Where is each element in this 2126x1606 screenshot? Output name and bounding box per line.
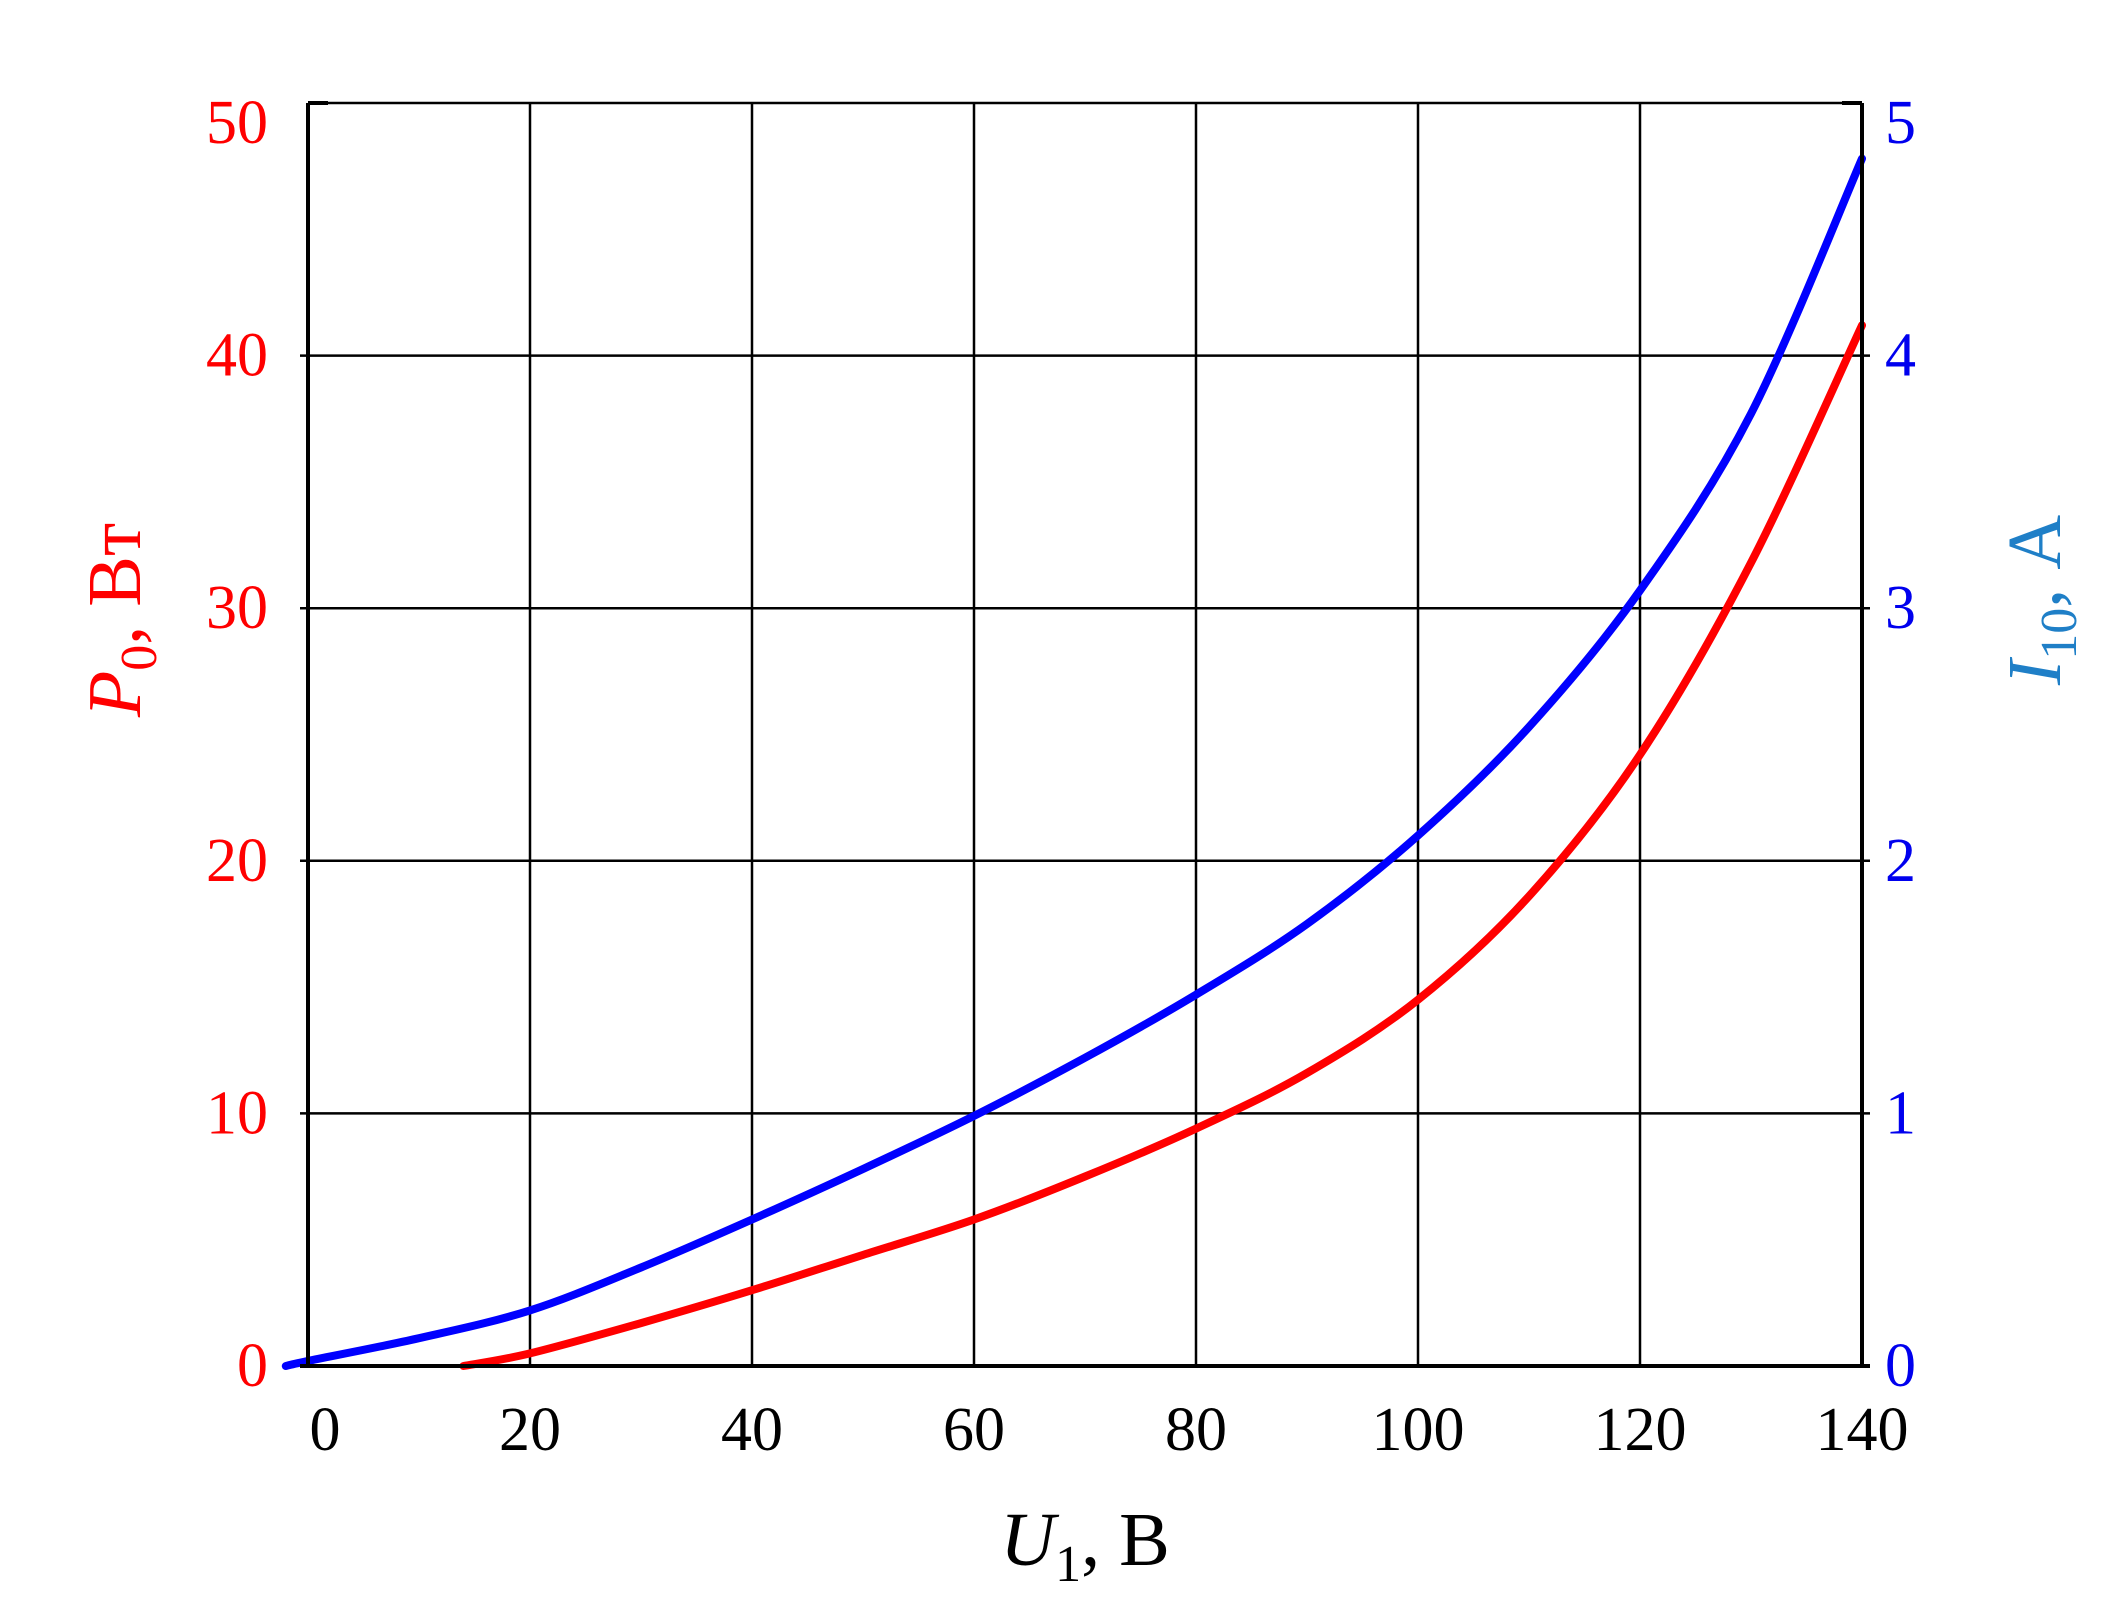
y-left-tick-label-10: 10 bbox=[206, 1079, 268, 1147]
x-tick-label-100: 100 bbox=[1372, 1396, 1465, 1464]
x-axis-title-sub: 1 bbox=[1055, 1536, 1081, 1593]
series-p0-line bbox=[459, 321, 1866, 1370]
frame bbox=[300, 101, 1870, 1368]
y-right-axis-title: I10, А bbox=[1993, 515, 2088, 686]
y-right-tick-label-1: 1 bbox=[1885, 1079, 1916, 1147]
x-tick-label-60: 60 bbox=[943, 1396, 1005, 1464]
x-axis-title-main: U bbox=[1000, 1498, 1059, 1582]
y-left-tick-label-40: 40 bbox=[206, 322, 268, 390]
y-left-axis-title-main: P bbox=[73, 671, 157, 718]
y-left-axis-title-sub: 0 bbox=[111, 645, 168, 671]
y-right-tick-label-3: 3 bbox=[1885, 574, 1916, 642]
y-right-axis-title-main: I bbox=[1993, 656, 2077, 686]
y-left-tick-label-0: 0 bbox=[237, 1332, 268, 1400]
y-right-tick-label-0: 0 bbox=[1885, 1332, 1916, 1400]
x-tick-label-140: 140 bbox=[1816, 1396, 1909, 1464]
y-right-tick-label-5: 5 bbox=[1885, 89, 1916, 157]
x-axis-title: U1, В bbox=[1000, 1498, 1170, 1593]
y-left-axis-title-unit: , Вт bbox=[73, 523, 157, 645]
y-left-tick-label-30: 30 bbox=[206, 574, 268, 642]
series-layer bbox=[281, 154, 1866, 1370]
grid bbox=[300, 103, 1870, 1366]
y-left-tick-label-50: 50 bbox=[206, 89, 268, 157]
y-right-tick-label-4: 4 bbox=[1885, 322, 1916, 390]
y-right-axis-title-unit: , А bbox=[1993, 515, 2077, 608]
y-left-axis-title: P0, Вт bbox=[73, 523, 168, 718]
x-tick-label-40: 40 bbox=[721, 1396, 783, 1464]
x-tick-label-120: 120 bbox=[1594, 1396, 1687, 1464]
y-right-tick-label-2: 2 bbox=[1885, 827, 1916, 895]
x-tick-label-20: 20 bbox=[499, 1396, 561, 1464]
y-right-axis-title-sub: 10 bbox=[2031, 608, 2088, 660]
series-i10-line bbox=[281, 154, 1866, 1370]
x-tick-label-80: 80 bbox=[1165, 1396, 1227, 1464]
x-axis-title-unit: , В bbox=[1081, 1498, 1170, 1582]
y-left-tick-label-20: 20 bbox=[206, 827, 268, 895]
x-tick-label-0: 0 bbox=[310, 1396, 341, 1464]
